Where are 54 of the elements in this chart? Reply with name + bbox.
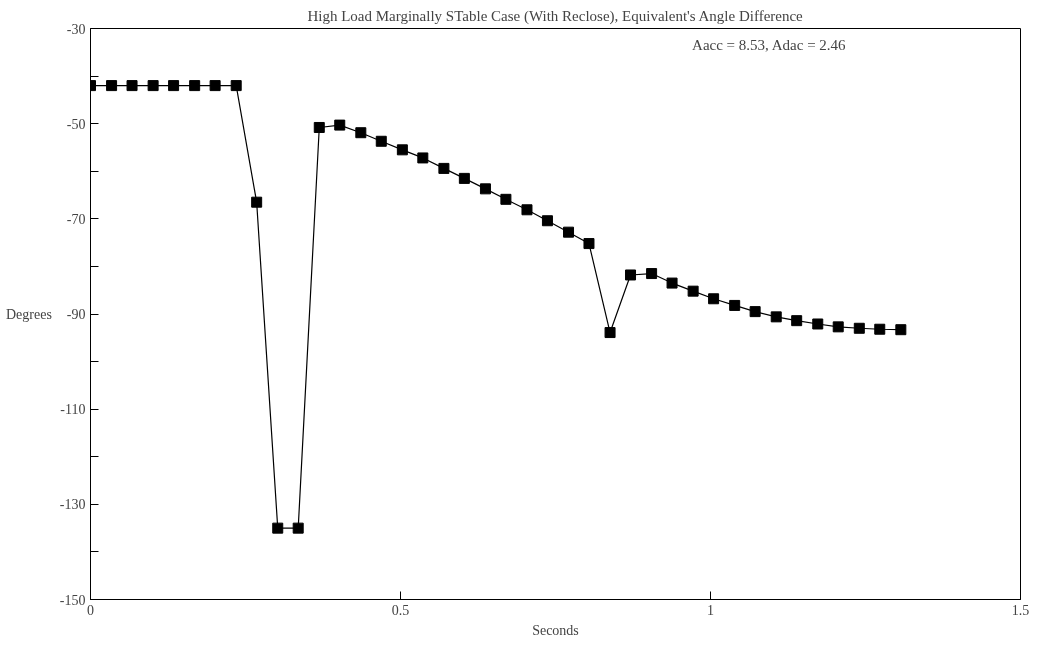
point bbox=[729, 299, 741, 311]
y-axis-title: Degrees bbox=[5, 306, 52, 322]
point bbox=[396, 144, 408, 156]
point bbox=[583, 238, 595, 250]
point bbox=[251, 196, 263, 208]
point bbox=[334, 119, 346, 131]
point bbox=[438, 162, 450, 174]
y-tick-label: -150 bbox=[59, 592, 86, 608]
point bbox=[458, 172, 470, 184]
point bbox=[749, 306, 761, 318]
x-axis-title: Seconds bbox=[532, 622, 579, 638]
point bbox=[687, 285, 699, 297]
point bbox=[874, 323, 886, 335]
point bbox=[895, 324, 907, 336]
y-tick-label: -70 bbox=[66, 211, 86, 227]
point bbox=[604, 327, 616, 339]
point bbox=[147, 80, 159, 92]
point bbox=[500, 193, 512, 205]
point bbox=[646, 268, 658, 280]
point bbox=[126, 80, 138, 92]
point bbox=[417, 152, 429, 164]
point bbox=[209, 80, 221, 92]
point bbox=[853, 322, 865, 334]
point bbox=[106, 80, 118, 92]
point bbox=[292, 522, 304, 534]
point bbox=[812, 318, 824, 330]
point bbox=[541, 215, 553, 227]
point bbox=[479, 183, 491, 195]
x-tick-label: 1 bbox=[707, 602, 714, 618]
y-tick-label: -30 bbox=[66, 21, 86, 37]
chart-title: High Load Marginally STable Case (With Reclose), Equivalent's Angle Difference bbox=[307, 7, 804, 25]
x-tick-label: 1.5 bbox=[1011, 602, 1030, 618]
point bbox=[521, 204, 533, 216]
point bbox=[230, 80, 242, 92]
point bbox=[563, 226, 575, 238]
point bbox=[832, 321, 844, 333]
y-tick-label: -90 bbox=[66, 307, 86, 322]
point bbox=[708, 293, 720, 305]
point bbox=[791, 315, 803, 327]
point bbox=[168, 80, 180, 92]
point bbox=[666, 277, 678, 289]
point bbox=[189, 80, 201, 92]
x-tick-label: 0.5 bbox=[391, 602, 410, 618]
y-tick-label: -110 bbox=[60, 402, 86, 418]
x-tick-label: 0 bbox=[87, 602, 94, 618]
annotation: Aacc = 8.53, Adac = 2.46 bbox=[692, 36, 847, 53]
point bbox=[770, 311, 782, 323]
point bbox=[625, 269, 637, 281]
y-tick-label: -130 bbox=[59, 497, 86, 513]
y-tick-label: -50 bbox=[66, 116, 86, 132]
point bbox=[272, 522, 284, 534]
point bbox=[355, 127, 367, 139]
point bbox=[313, 121, 325, 133]
point bbox=[375, 135, 387, 147]
